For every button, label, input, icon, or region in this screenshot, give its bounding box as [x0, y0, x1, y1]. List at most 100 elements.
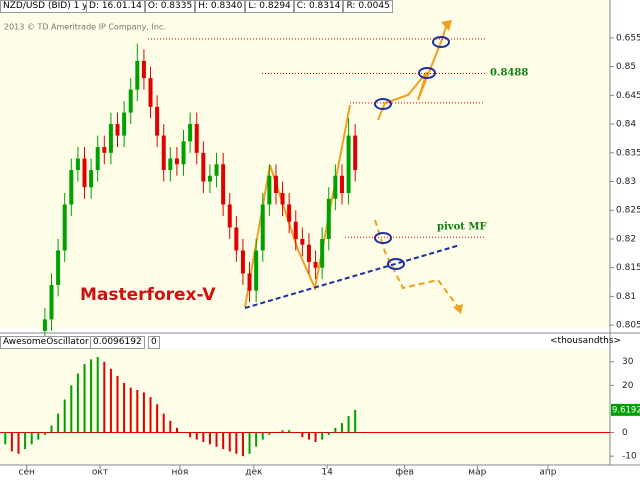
last-value-box	[611, 403, 640, 416]
oscillator-panel	[0, 348, 610, 465]
info-field: O: 0.8335	[144, 0, 196, 13]
oscillator-bar	[83, 364, 86, 433]
oscillator-bar	[268, 432, 271, 435]
candle-body	[188, 124, 193, 142]
annotation: Masterforex-V	[80, 285, 216, 305]
candle-body	[346, 135, 351, 194]
oscillator-bar	[123, 382, 126, 433]
marker	[387, 258, 405, 270]
y-tick-label: 20	[622, 381, 634, 391]
candle-body	[201, 152, 206, 182]
candle-body	[254, 250, 259, 291]
info-field: L: 0.8294	[245, 0, 294, 13]
candle-body	[240, 250, 245, 274]
oscillator-bar	[30, 432, 33, 445]
x-tick-label: окт	[92, 468, 108, 478]
last-value: 9.61921	[612, 405, 640, 415]
candle-body	[135, 60, 140, 90]
oscillator-bar	[195, 432, 198, 440]
candle-body	[326, 198, 331, 239]
candle-body	[89, 170, 94, 188]
y-tick-label: 0.83	[616, 177, 636, 187]
oscillator-bar	[162, 413, 165, 433]
info-field: R: 0.0045	[343, 0, 393, 13]
marker	[432, 36, 450, 48]
oscillator-bar	[175, 427, 178, 433]
candle-body	[56, 250, 61, 285]
candle-body	[141, 60, 146, 79]
x-tick-label: 14	[321, 468, 333, 478]
oscillator-bar	[215, 432, 218, 447]
candle-body	[95, 147, 100, 171]
candle-body	[122, 112, 127, 136]
oscillator-bar	[4, 432, 7, 445]
arrow-head	[453, 304, 463, 314]
oscillator-bar	[43, 432, 46, 435]
candle-body	[207, 175, 212, 182]
candle-body	[62, 204, 67, 251]
oscillator-bar	[103, 361, 106, 433]
projection	[377, 23, 448, 121]
candle-body	[293, 221, 298, 239]
candle-body	[247, 273, 252, 291]
y-tick-label: 0.85	[616, 62, 636, 72]
copyright: 2013 © TD Ameritrade IP Company, Inc.	[4, 23, 166, 32]
oscillator-bar	[96, 356, 99, 433]
y-tick-label: 0.835	[616, 148, 640, 158]
oscillator-bar	[208, 432, 211, 445]
info-bar: D: 16.01.14 O: 0.8335 H: 0.8340 L: 0.8294 C:…	[86, 0, 393, 13]
oscillator-bar	[76, 373, 79, 433]
candle-body	[69, 170, 74, 205]
candle-body	[339, 175, 344, 194]
candle-body	[161, 135, 166, 171]
oscillator-bar	[222, 432, 225, 450]
candle-body	[102, 147, 107, 153]
candle-body	[214, 164, 219, 176]
candle-body	[42, 319, 47, 331]
level-label: pivot MF	[437, 222, 487, 233]
indicator-name: AwesomeOscillator	[0, 336, 92, 349]
oscillator-bar	[169, 420, 172, 433]
y-tick-label: 0.82	[616, 234, 636, 244]
candle-body	[227, 204, 232, 228]
candle-body	[333, 175, 338, 199]
oscillator-bar	[327, 432, 330, 435]
candle-body	[313, 261, 318, 268]
x-tick-label: мар	[468, 468, 486, 478]
candle-body	[174, 158, 179, 165]
oscillator-bar	[70, 385, 73, 433]
oscillator-bar	[334, 427, 337, 433]
candle-body	[168, 158, 173, 171]
indicator-param: 0	[148, 336, 160, 349]
oscillator-bar	[281, 430, 284, 433]
oscillator-bar	[340, 423, 343, 433]
marker	[418, 67, 436, 79]
y-tick-label: 0.84	[616, 120, 636, 130]
oscillator-bar	[354, 409, 357, 433]
candle-body	[353, 135, 358, 171]
candle-body	[320, 238, 325, 268]
x-tick-label: дек	[245, 468, 263, 478]
y-tick-label: 0.81	[616, 292, 636, 302]
candle-body	[300, 238, 305, 245]
candle-body	[82, 158, 87, 188]
candle-body	[260, 204, 265, 251]
oscillator-bar	[228, 432, 231, 452]
candle-body	[306, 244, 311, 262]
pattern-drawing	[244, 20, 463, 314]
trend-line	[244, 244, 461, 309]
oscillator-bar	[347, 416, 350, 433]
oscillator-bar	[321, 432, 324, 440]
y-tick-label: -10	[622, 452, 637, 462]
oscillator-bar	[10, 432, 13, 452]
oscillator-bar	[202, 432, 205, 442]
info-field: D: 16.01.14	[86, 0, 145, 13]
x-tick-label: фев	[395, 468, 414, 478]
price-panel	[0, 0, 610, 328]
candle-body	[267, 175, 272, 205]
oscillator-bar	[136, 390, 139, 433]
oscillator-bar	[314, 432, 317, 442]
oscillator-bar	[109, 368, 112, 433]
